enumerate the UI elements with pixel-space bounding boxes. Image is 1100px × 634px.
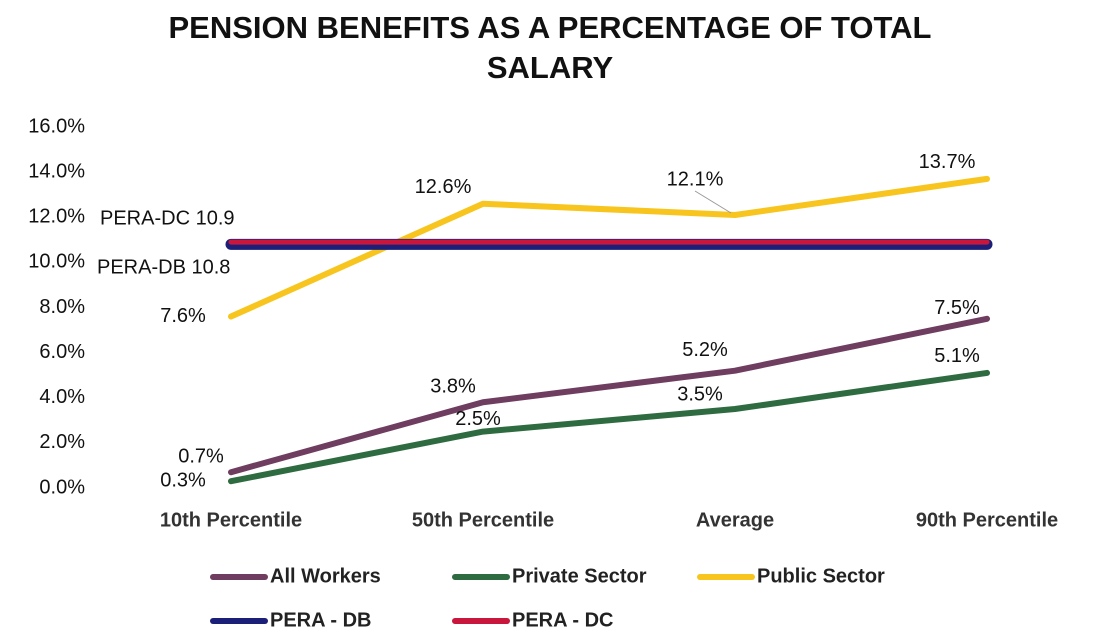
data-label: 3.5% xyxy=(677,383,723,405)
data-label: 13.7% xyxy=(919,151,976,173)
legend-label: All Workers xyxy=(270,565,381,587)
y-tick-label: 0.0% xyxy=(39,476,85,498)
data-label: 2.5% xyxy=(455,408,501,430)
series-line xyxy=(228,175,990,320)
leader-line xyxy=(694,190,732,214)
series-line xyxy=(228,369,990,485)
y-tick-label: 4.0% xyxy=(39,386,85,408)
data-label: 0.3% xyxy=(160,470,206,492)
legend-label: Private Sector xyxy=(512,565,647,587)
data-label: 12.1% xyxy=(667,168,724,190)
data-label: 5.1% xyxy=(934,345,980,367)
x-tick-label: 50th Percentile xyxy=(412,509,554,531)
data-label: 0.7% xyxy=(178,445,224,467)
annotation: PERA-DC 10.9 xyxy=(100,207,235,229)
y-tick-label: 12.0% xyxy=(28,206,85,228)
data-label: 12.6% xyxy=(415,176,472,198)
data-label: 3.8% xyxy=(430,376,476,398)
x-tick-label: 90th Percentile xyxy=(916,509,1058,531)
chart-title: PENSION BENEFITS AS A PERCENTAGE OF TOTA… xyxy=(168,10,932,85)
y-tick-label: 10.0% xyxy=(28,251,85,273)
y-tick-label: 8.0% xyxy=(39,296,85,318)
annotation: PERA-DB 10.8 xyxy=(97,256,230,278)
x-tick-label: Average xyxy=(696,509,774,531)
y-tick-label: 16.0% xyxy=(28,115,85,137)
data-label: 7.5% xyxy=(934,297,980,319)
legend-label: Public Sector xyxy=(757,565,885,587)
series-line xyxy=(228,315,990,476)
legend-label: PERA - DB xyxy=(270,609,371,631)
x-tick-label: 10th Percentile xyxy=(160,509,302,531)
data-label: 5.2% xyxy=(682,339,728,361)
y-tick-label: 14.0% xyxy=(28,160,85,182)
legend-label: PERA - DC xyxy=(512,609,613,631)
y-tick-label: 2.0% xyxy=(39,431,85,453)
data-label: 7.6% xyxy=(160,305,206,327)
y-tick-label: 6.0% xyxy=(39,341,85,363)
